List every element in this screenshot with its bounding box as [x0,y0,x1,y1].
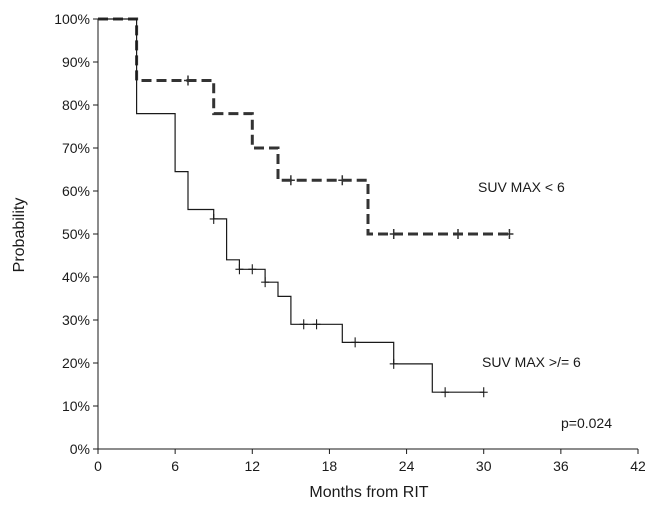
p-value-label: p=0.024 [561,415,612,431]
plot-series [98,17,514,398]
x-tick-label: 24 [399,458,415,474]
plot-axes: 0% 10% 20% 30% 40% 50% 60% 70% 80% 90% 100% 0 6 12 18 2… [54,11,645,474]
series-line-high-suv [98,18,484,393]
y-tick-label: 60% [62,183,90,199]
plot-annotations: SUV MAX < 6 SUV MAX >/= 6 p=0.024 Months… [11,179,612,501]
y-tick-label: 30% [62,312,90,328]
x-axis-title: Months from RIT [309,484,428,501]
y-tick-label: 0% [70,441,90,457]
x-tick-label: 12 [244,458,260,474]
y-tick-label: 70% [62,140,90,156]
y-tick-label: 10% [62,398,90,414]
y-tick-label: 80% [62,97,90,113]
y-tick-label: 40% [62,269,90,285]
y-tick-label: 50% [62,226,90,242]
x-tick-label: 30 [476,458,492,474]
series-label-low-suv: SUV MAX < 6 [478,179,565,195]
y-axis-title: Probability [11,198,28,273]
x-tick-label: 42 [630,458,645,474]
x-tick-label: 18 [322,458,338,474]
series-line-low-suv [98,17,510,236]
x-tick-label: 36 [553,458,569,474]
x-tick-label: 6 [171,458,179,474]
x-tick-label: 0 [94,458,102,474]
y-tick-label: 20% [62,355,90,371]
series-label-high-suv: SUV MAX >/= 6 [482,354,581,370]
y-tick-label: 100% [54,11,90,27]
y-tick-label: 90% [62,54,90,70]
